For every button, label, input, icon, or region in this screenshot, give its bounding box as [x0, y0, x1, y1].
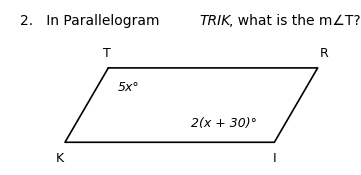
Text: I: I [273, 152, 276, 165]
Text: TRIK: TRIK [200, 14, 231, 28]
Text: 2(x + 30)°: 2(x + 30)° [191, 117, 257, 130]
Text: T: T [103, 47, 110, 60]
Text: 2.   In Parallelogram: 2. In Parallelogram [20, 14, 164, 28]
Text: , what is the m∠T?: , what is the m∠T? [229, 14, 361, 28]
Text: R: R [319, 47, 328, 60]
Text: K: K [56, 152, 64, 165]
Text: 5x°: 5x° [117, 80, 139, 94]
